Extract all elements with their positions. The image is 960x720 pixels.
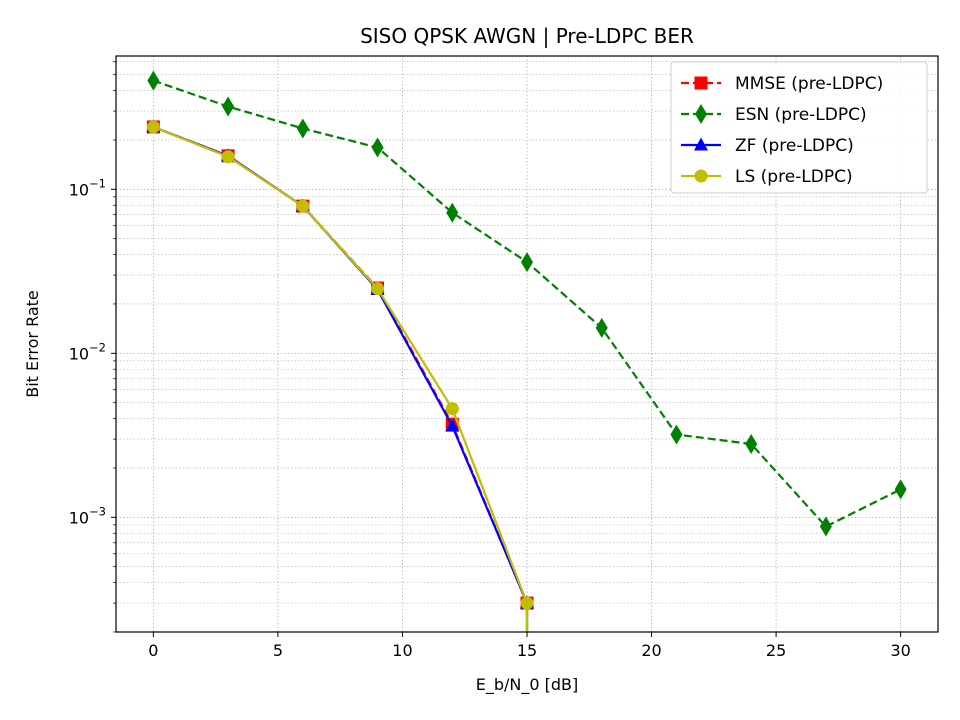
- data-point: [595, 317, 608, 338]
- series-3: [146, 120, 534, 632]
- legend: MMSE (pre-LDPC) ESN (pre-LDPC) ZF (pre-LDP…: [670, 61, 928, 194]
- data-point: [819, 516, 832, 537]
- chart-title: SISO QPSK AWGN | Pre-LDPC BER: [360, 24, 694, 48]
- y-tick-label: 10−3: [69, 504, 106, 527]
- data-point: [296, 118, 309, 139]
- y-tick-base: 10: [69, 180, 89, 199]
- data-point: [296, 199, 310, 213]
- data-point: [221, 150, 235, 164]
- data-point: [521, 252, 533, 273]
- x-tick-label: 30: [890, 641, 910, 660]
- series-1: [147, 70, 907, 537]
- series-layer: [146, 70, 907, 632]
- y-tick-exponent: −2: [89, 340, 106, 354]
- x-tick-label: 15: [517, 641, 537, 660]
- y-tick-label: 10−2: [69, 340, 106, 363]
- y-tick-exponent: −1: [89, 176, 106, 190]
- legend-marker: [694, 76, 708, 90]
- x-tick-label: 10: [392, 641, 412, 660]
- data-point: [222, 96, 235, 117]
- legend-label: MMSE (pre-LDPC): [735, 74, 883, 94]
- legend-marker: [694, 169, 708, 183]
- x-tick-label: 20: [641, 641, 661, 660]
- data-point: [371, 137, 384, 158]
- x-axis-label: E_b/N_0 [dB]: [476, 675, 579, 695]
- legend-label: ESN (pre-LDPC): [735, 105, 867, 125]
- y-tick-exponent: −3: [89, 504, 106, 518]
- legend-label: ZF (pre-LDPC): [735, 136, 854, 156]
- y-axis-label: Bit Error Rate: [23, 290, 42, 398]
- x-tick-label: 5: [273, 641, 283, 660]
- data-point: [520, 596, 534, 610]
- legend-label: LS (pre-LDPC): [735, 167, 853, 187]
- data-point: [894, 479, 907, 500]
- data-point: [445, 402, 459, 416]
- legend-marker: [694, 137, 708, 151]
- data-point: [147, 70, 160, 91]
- x-tick-label: 25: [766, 641, 786, 660]
- x-tick-label: 0: [148, 641, 158, 660]
- data-point: [745, 434, 758, 455]
- y-tick-label: 10−1: [69, 176, 106, 199]
- legend-marker: [695, 104, 707, 124]
- data-point: [445, 418, 460, 432]
- y-tick-base: 10: [69, 508, 89, 527]
- data-point: [446, 202, 459, 223]
- data-point: [670, 424, 683, 445]
- y-tick-base: 10: [69, 344, 89, 363]
- data-point: [371, 282, 385, 296]
- legend-box: [670, 61, 928, 194]
- data-point: [146, 120, 160, 134]
